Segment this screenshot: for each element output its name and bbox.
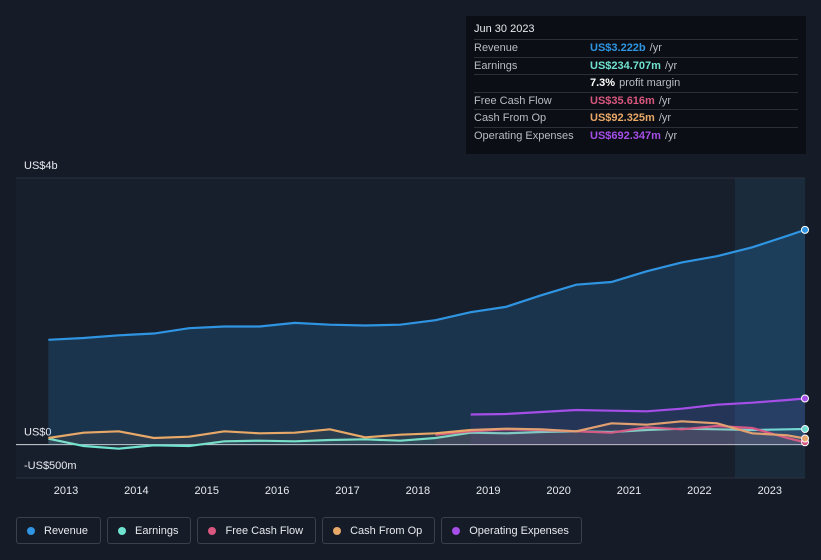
tooltip-row: Free Cash Flow US$35.616m/yr [474, 91, 798, 110]
x-tick-label: 2020 [546, 485, 570, 497]
series-area [470, 398, 805, 445]
x-tick-label: 2021 [617, 485, 641, 497]
tooltip-value: 7.3% [590, 77, 616, 90]
tooltip-suffix: /yr [658, 94, 672, 107]
end-dot [801, 425, 809, 434]
x-tick-label: 2018 [406, 485, 430, 497]
y-tick-label: US$0 [24, 427, 52, 439]
legend-dot [118, 526, 127, 535]
legend-dot [27, 526, 35, 535]
tooltip-row: Earnings US$234.707m/yr [474, 56, 798, 75]
end-dot [801, 394, 809, 403]
legend-item[interactable]: Revenue [16, 517, 102, 544]
legend-item[interactable]: Operating Expenses [441, 517, 582, 544]
legend-label: Earnings [135, 524, 179, 537]
series-area [48, 421, 805, 445]
tooltip-suffix: profit margin [619, 77, 681, 90]
tooltip-suffix: /yr [664, 59, 678, 72]
tooltip-row: 7.3% profit margin [474, 74, 798, 92]
tooltip-value: US$234.707m [590, 59, 661, 72]
legend-label: Free Cash Flow [225, 524, 304, 537]
legend-label: Cash From Op [350, 524, 423, 537]
x-tick-label: 2019 [476, 485, 500, 497]
y-tick-label: -US$500m [24, 460, 77, 472]
tooltip-value: US$92.325m [590, 112, 655, 125]
tooltip-value: US$692.347m [590, 129, 661, 142]
end-dot [801, 434, 809, 443]
series-line [48, 228, 806, 341]
tooltip-date: Jun 30 2023 [474, 23, 535, 35]
x-tick-label: 2013 [54, 485, 78, 497]
tooltip-label: Free Cash Flow [474, 94, 552, 107]
legend-dot [208, 526, 217, 535]
tooltip-label: Earnings [474, 59, 518, 72]
x-tick-label: 2017 [335, 485, 359, 497]
tooltip-label: Revenue [474, 42, 519, 55]
legend-dot [452, 526, 461, 535]
y-tick-label: US$4b [24, 160, 58, 172]
series-line [48, 420, 806, 440]
tooltip-suffix: /yr [658, 112, 672, 125]
tooltip: Jun 30 2023 Revenue US$3.222b/yr Earnings U… [466, 16, 806, 154]
tooltip-value: US$35.616m [590, 94, 655, 107]
tooltip-suffix: /yr [664, 129, 678, 142]
tooltip-value: US$3.222b [590, 42, 646, 55]
end-dot [801, 225, 809, 234]
series-line [470, 397, 806, 416]
series-area [48, 229, 805, 445]
x-tick-label: 2015 [194, 485, 218, 497]
legend-label: Operating Expenses [469, 524, 569, 537]
legend-item[interactable]: Cash From Op [322, 517, 436, 544]
x-tick-label: 2016 [265, 485, 289, 497]
x-tick-label: 2014 [124, 485, 148, 497]
legend-dot [333, 526, 342, 535]
series-area [48, 428, 805, 449]
x-tick-label: 2023 [758, 485, 782, 497]
legend: Revenue Earnings Free Cash Flow Cash From O… [16, 517, 582, 544]
legend-label: Revenue [44, 524, 89, 537]
tooltip-suffix: /yr [649, 42, 662, 55]
x-tick-label: 2022 [687, 485, 711, 497]
tooltip-label: Cash From Op [474, 112, 547, 125]
legend-item[interactable]: Earnings [107, 517, 192, 544]
legend-item[interactable]: Free Cash Flow [197, 517, 317, 544]
tooltip-row: Revenue US$3.222b/yr [474, 39, 798, 57]
chart: -US$500m US$0 US$4b 2013 2014 2015 2016 2017 201… [16, 160, 809, 497]
tooltip-label: Operating Expenses [474, 129, 574, 142]
tooltip-row: Cash From Op US$92.325m/yr [474, 109, 798, 127]
tooltip-row: Operating Expenses US$692.347m/yr [474, 126, 798, 145]
